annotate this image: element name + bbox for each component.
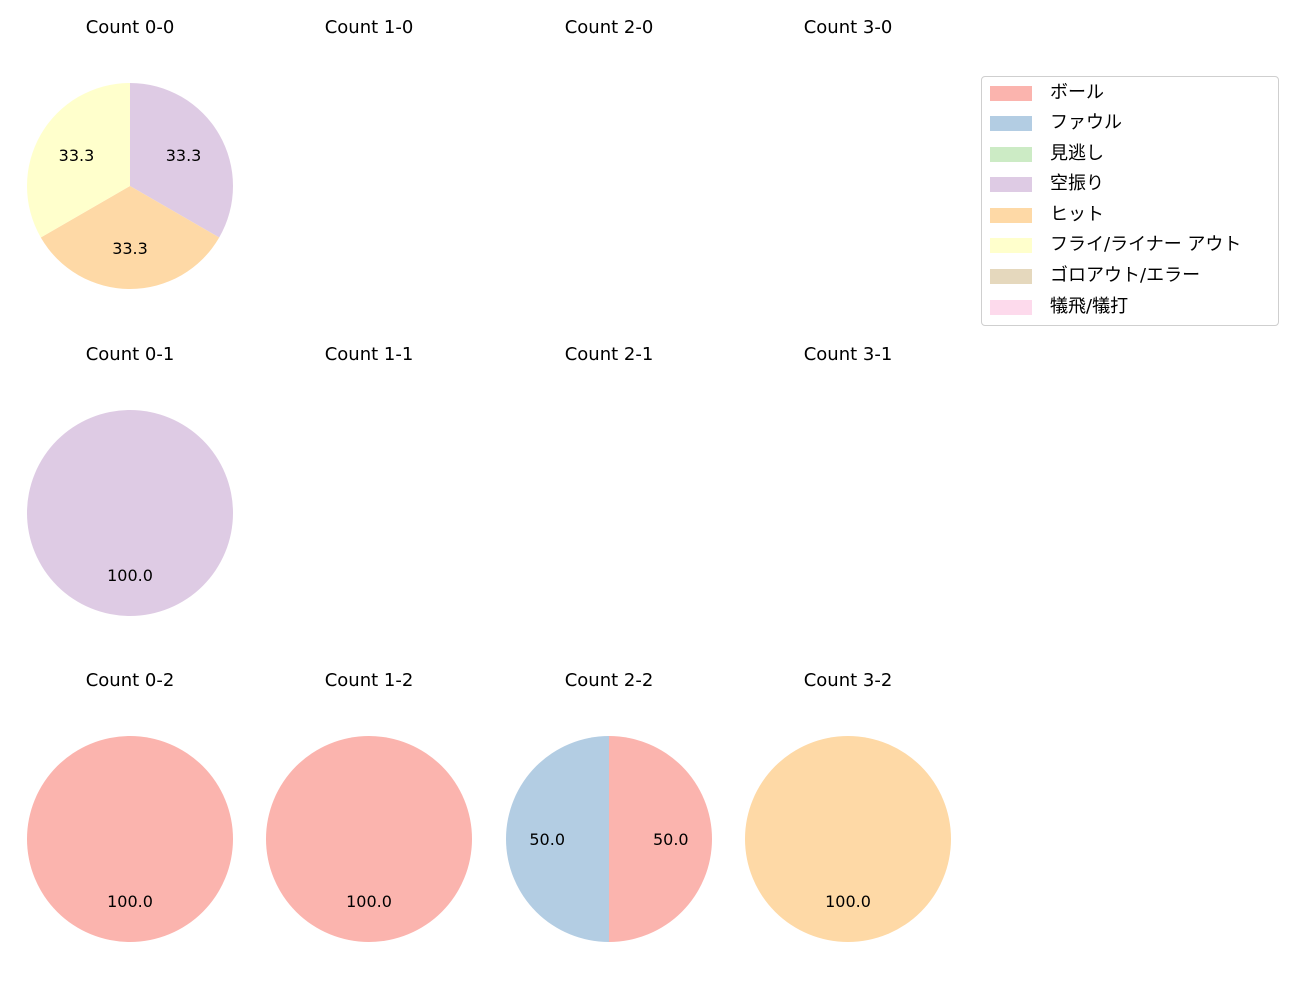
pie: [249, 327, 489, 627]
subplot-title: Count 2-2: [564, 670, 654, 691]
subplot-title: Count 2-0: [564, 17, 654, 38]
legend-swatch: [990, 207, 1032, 223]
pie-subplot: 33.3 33.3 33.3 Count 0-0: [10, 0, 250, 300]
pie-slice-label: 33.3: [112, 239, 148, 258]
pie-slice-label: 100.0: [825, 892, 871, 911]
pie-slice-label: 50.0: [529, 830, 565, 849]
legend-item: 犠飛/犠打: [990, 295, 1128, 319]
pie-slice-label: 33.3: [59, 146, 95, 165]
legend-item: フライ/ライナー アウト: [990, 233, 1241, 257]
subplot-title: Count 0-1: [85, 344, 175, 365]
pie-subplot: Count 1-1: [249, 327, 489, 627]
pie-slice-label: 100.0: [107, 566, 153, 585]
pie-slice-label: 50.0: [653, 830, 689, 849]
legend-label: 見逃し: [1050, 143, 1104, 164]
subplot-title: Count 3-2: [803, 670, 893, 691]
subplot-title: Count 0-2: [85, 670, 175, 691]
legend: ボール ファウル 見逃し 空振り ヒット フライ/ライナー アウト ゴロアウト/…: [981, 76, 1279, 326]
pie-subplot: 100.0 Count 0-2: [10, 653, 250, 953]
pie-subplot: 50.0 50.0 Count 2-2: [489, 653, 729, 953]
legend-item: ファウル: [990, 111, 1122, 135]
legend-item: ボール: [990, 81, 1104, 105]
pie-subplot: Count 3-0: [728, 0, 968, 300]
legend-swatch: [990, 176, 1032, 192]
subplot-title: Count 3-0: [803, 17, 893, 38]
pie-slice: [745, 736, 951, 942]
pie-subplot: Count 2-1: [489, 327, 729, 627]
pie: 100.0: [266, 736, 472, 942]
pie-subplot: Count 2-0: [489, 0, 729, 300]
pie: [249, 0, 489, 300]
pie-slice: [266, 736, 472, 942]
pie: [728, 0, 968, 300]
legend-swatch: [990, 115, 1032, 131]
legend-label: ゴロアウト/エラー: [1050, 265, 1201, 286]
legend-item: 空振り: [990, 172, 1104, 196]
subplot-title: Count 1-2: [324, 670, 414, 691]
subplot-title: Count 0-0: [85, 17, 175, 38]
subplot-title: Count 1-1: [324, 344, 414, 365]
legend-label: フライ/ライナー アウト: [1050, 234, 1242, 255]
pie-slice: [130, 83, 233, 238]
legend-item: ゴロアウト/エラー: [990, 264, 1200, 288]
subplot-title: Count 2-1: [564, 344, 654, 365]
legend-label: ヒット: [1050, 204, 1104, 225]
pie: 33.3 33.3 33.3: [26, 83, 233, 289]
legend-swatch: [990, 268, 1032, 284]
pie-slice: [506, 736, 609, 942]
subplot-title: Count 3-1: [803, 344, 893, 365]
pie-subplot: Count 1-0: [249, 0, 489, 300]
legend-label: ファウル: [1050, 112, 1122, 133]
legend-item: 見逃し: [990, 142, 1104, 166]
pie-subplot: 100.0 Count 3-2: [728, 653, 968, 953]
pie: 100.0: [27, 410, 233, 616]
pie: [728, 327, 968, 627]
pie: 100.0: [27, 736, 233, 942]
pie-subplot: 100.0 Count 1-2: [249, 653, 489, 953]
pie: 100.0: [745, 736, 951, 942]
pie: [489, 0, 729, 300]
legend-swatch: [990, 146, 1032, 162]
pie-slice: [26, 83, 130, 238]
pie-subplot: 100.0 Count 0-1: [10, 327, 250, 627]
pie-slice: [27, 736, 233, 942]
pie: [489, 327, 729, 627]
pie-slice: [40, 186, 220, 289]
legend-swatch: [990, 237, 1032, 253]
pie: 50.0 50.0: [506, 736, 712, 942]
pie-subplot: Count 3-1: [728, 327, 968, 627]
pie-slice-label: 100.0: [107, 892, 153, 911]
legend-swatch: [990, 299, 1032, 315]
pie-slice: [27, 410, 233, 616]
legend-label: 空振り: [1050, 173, 1104, 194]
legend-item: ヒット: [990, 203, 1104, 227]
pie-slice: [609, 736, 712, 942]
legend-label: 犠飛/犠打: [1050, 296, 1129, 317]
legend-swatch: [990, 85, 1032, 101]
pie-slice-label: 33.3: [166, 146, 202, 165]
pie-slice-label: 100.0: [346, 892, 392, 911]
subplot-title: Count 1-0: [324, 17, 414, 38]
legend-label: ボール: [1050, 82, 1104, 103]
